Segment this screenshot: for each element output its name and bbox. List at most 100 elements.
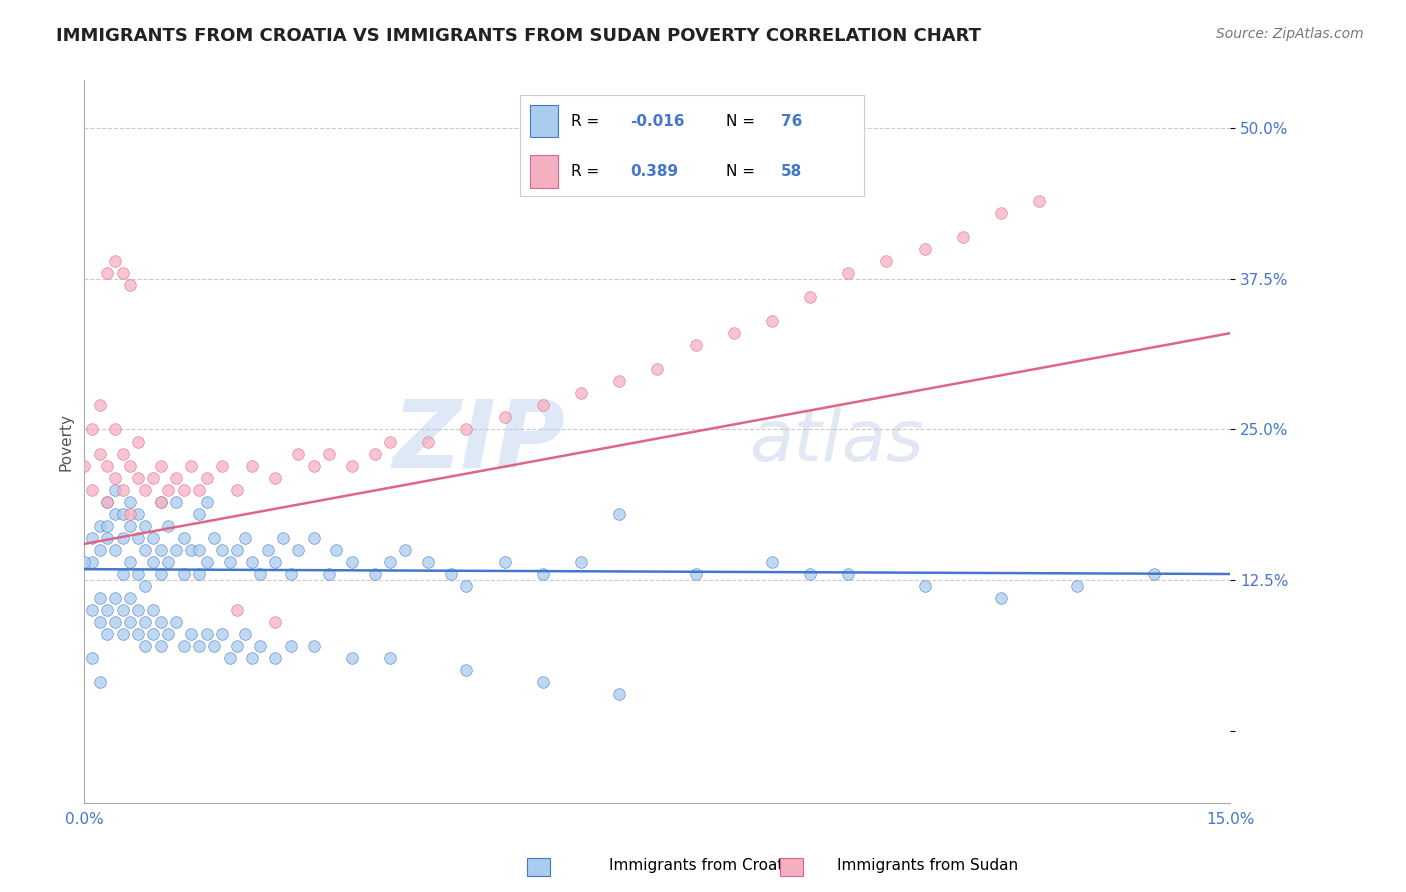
Point [104,591,127,606]
Point [96,518,118,533]
Point [149,494,172,508]
Point [180,458,202,473]
Point [318,446,340,460]
Point [799,567,821,582]
Point [165,615,187,630]
Point [173,639,195,653]
Point [271,531,294,545]
Point [531,567,554,582]
Point [440,567,463,582]
Point [249,639,271,653]
Point [226,603,249,617]
Point [1143,567,1166,582]
Point [127,531,149,545]
Point [378,434,401,449]
Point [89,518,111,533]
Point [952,230,974,244]
Point [607,507,630,521]
Point [111,446,134,460]
Point [111,567,134,582]
Point [647,362,669,376]
Point [120,507,142,521]
Point [149,567,172,582]
Point [723,326,745,341]
Point [685,567,707,582]
Point [287,542,309,557]
Point [104,542,127,557]
Point [96,494,118,508]
Point [96,494,118,508]
Point [494,555,516,569]
Point [127,627,149,641]
Point [195,494,218,508]
Point [120,494,142,508]
Point [531,398,554,412]
Point [837,266,859,280]
Point [761,555,783,569]
Point [249,567,271,582]
Point [456,664,478,678]
Point [111,483,134,497]
Point [142,603,165,617]
Point [134,483,156,497]
Point [165,494,187,508]
Point [104,483,127,497]
Point [363,567,385,582]
Point [378,555,401,569]
Point [607,687,630,701]
Point [180,627,202,641]
Point [218,651,240,665]
Point [875,253,898,268]
Point [120,458,142,473]
Point [264,615,287,630]
Text: atlas: atlas [749,407,924,476]
Point [914,242,936,256]
Point [134,579,156,593]
Point [1028,194,1050,208]
Point [264,651,287,665]
Point [325,542,347,557]
Point [378,651,401,665]
Point [914,579,936,593]
Point [96,531,118,545]
Point [211,458,233,473]
Point [149,458,172,473]
Point [111,266,134,280]
Point [202,639,225,653]
Point [96,458,118,473]
Point [142,471,165,485]
Point [89,542,111,557]
Point [111,603,134,617]
Point [202,531,225,545]
Point [418,555,440,569]
Point [89,398,111,412]
Point [134,542,156,557]
Point [96,627,118,641]
Point [127,434,149,449]
Text: 0.0%: 0.0% [65,813,104,828]
Point [188,567,211,582]
Point [157,483,180,497]
Point [127,603,149,617]
Point [165,542,187,557]
Point [569,555,592,569]
Point [104,615,127,630]
Point [173,531,195,545]
Point [127,507,149,521]
Point [89,675,111,690]
Point [134,518,156,533]
Point [142,555,165,569]
Point [111,507,134,521]
Point [96,603,118,617]
Point [104,507,127,521]
Point [363,446,385,460]
Point [120,518,142,533]
Point [318,567,340,582]
Point [142,627,165,641]
Point [195,627,218,641]
Text: Immigrants from Croatia: Immigrants from Croatia [609,858,797,872]
Point [799,290,821,304]
Point [340,458,363,473]
Point [233,531,256,545]
Point [111,531,134,545]
